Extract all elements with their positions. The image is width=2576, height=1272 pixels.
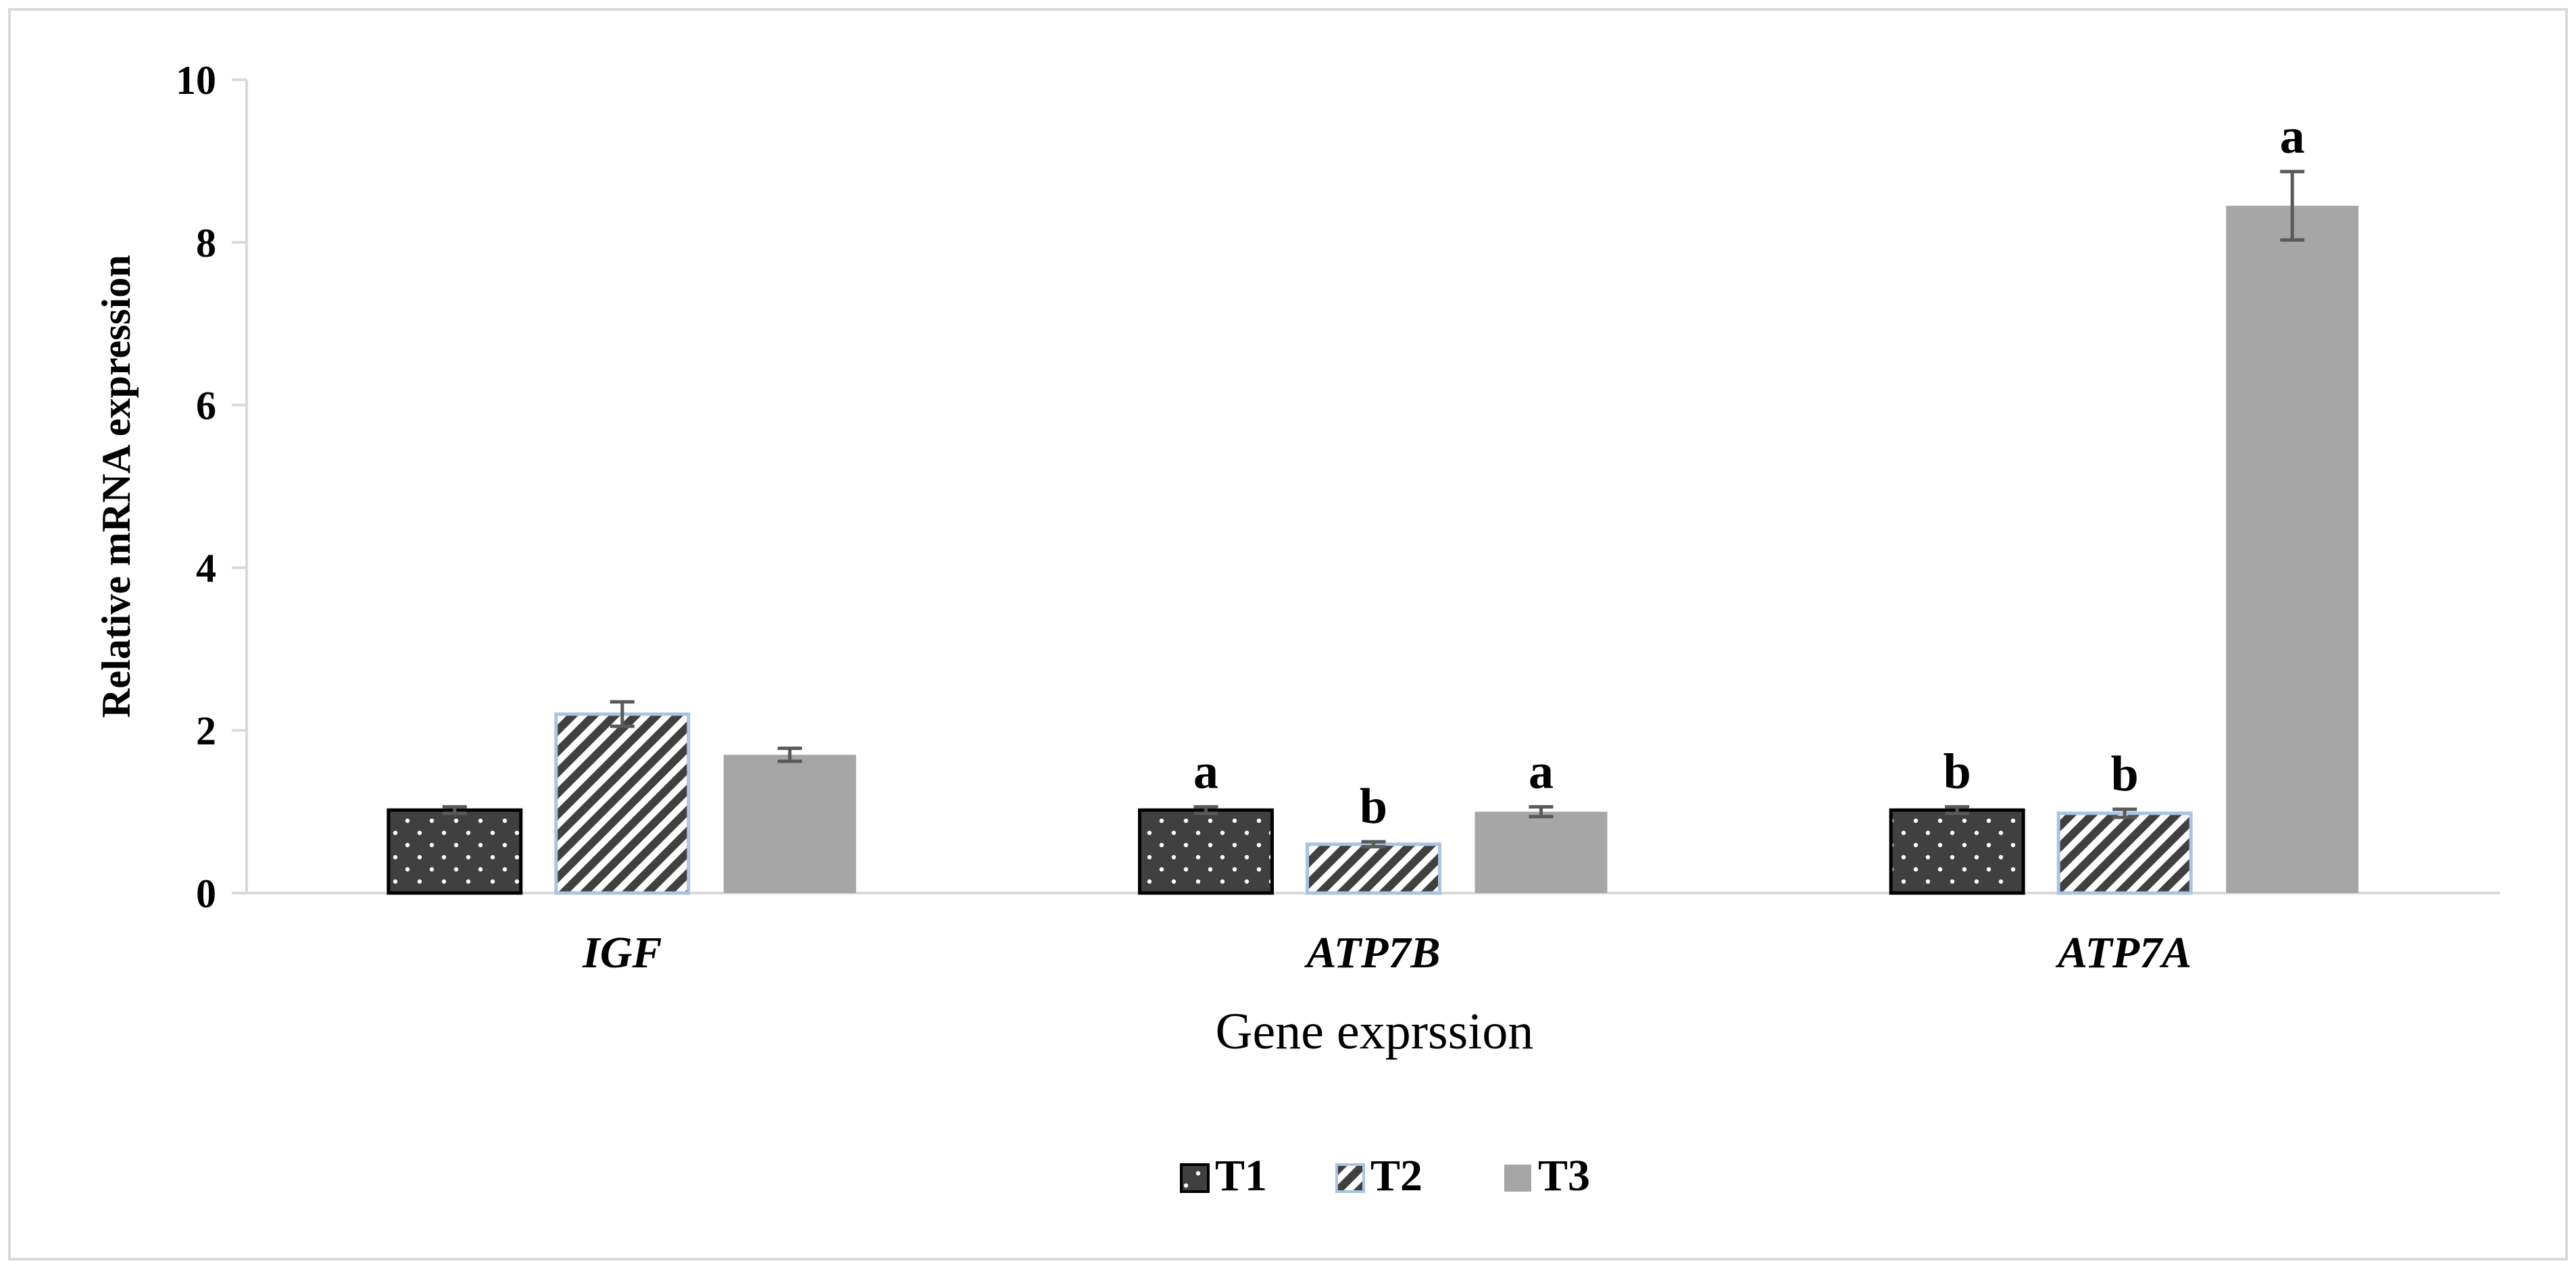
legend-label-t3: T3 xyxy=(1538,1151,1590,1200)
legend-label-t2: T2 xyxy=(1370,1151,1422,1200)
y-tick-label: 6 xyxy=(196,384,216,428)
legend-label-t1: T1 xyxy=(1215,1151,1267,1200)
significance-labels: a b a b b a xyxy=(1193,109,2305,834)
error-bar-t1-igf xyxy=(442,805,467,815)
legend-item-t2: T2 xyxy=(1335,1151,1422,1200)
category-label: ATP7B xyxy=(1304,928,1440,977)
bar-t3-atp7b xyxy=(1475,811,1608,893)
significance-label-t3-atp7b: a xyxy=(1529,744,1554,799)
error-bar-t2-atp7b xyxy=(1361,840,1386,848)
y-tick-label: 10 xyxy=(176,58,216,103)
category-labels: IGF ATP7B ATP7A xyxy=(582,928,2191,977)
legend-swatch-t1 xyxy=(1180,1163,1210,1193)
category-label: IGF xyxy=(582,928,662,977)
bar-t1-atp7a xyxy=(1889,808,2025,895)
legend-item-t1: T1 xyxy=(1180,1151,1267,1200)
significance-label-t1-atp7b: a xyxy=(1193,744,1218,799)
bar-t1-igf xyxy=(387,808,523,895)
y-tick-label: 4 xyxy=(196,546,216,590)
error-bar-t1-atp7a xyxy=(1945,805,1970,815)
significance-label-t2-atp7b: b xyxy=(1360,779,1387,834)
y-axis-title: Relative mRNA expression xyxy=(94,255,139,718)
x-axis-title: Gene exprssion xyxy=(1216,1003,1534,1060)
error-bar-t3-atp7a xyxy=(2280,170,2305,242)
bar-t2-igf xyxy=(554,712,691,895)
error-bars xyxy=(442,170,2305,848)
error-bar-t2-igf xyxy=(610,700,635,728)
bar-t2-atp7a xyxy=(2056,811,2193,895)
chart-frame xyxy=(8,8,2568,1261)
significance-label-t3-atp7a: a xyxy=(2280,109,2305,164)
error-bar-t1-atp7b xyxy=(1193,805,1218,815)
legend: T1 T2 T3 xyxy=(1180,1151,1590,1200)
error-bar-t3-igf xyxy=(777,746,802,763)
significance-label-t1-atp7a: b xyxy=(1943,744,1971,799)
error-bar-t3-atp7b xyxy=(1529,805,1554,819)
category-label: ATP7A xyxy=(2055,928,2191,977)
legend-item-t3: T3 xyxy=(1504,1151,1590,1200)
legend-swatch-t2 xyxy=(1335,1163,1365,1193)
bar-t3-igf xyxy=(723,755,856,893)
y-tick-label: 8 xyxy=(196,221,216,265)
error-bar-t2-atp7a xyxy=(2112,807,2137,819)
y-tick-label: 0 xyxy=(196,871,216,916)
bars xyxy=(387,205,2359,895)
legend-swatch-t3 xyxy=(1504,1165,1531,1192)
significance-label-t2-atp7a: b xyxy=(2111,746,2139,802)
bar-t3-atp7a xyxy=(2226,205,2359,893)
bar-t1-atp7b xyxy=(1138,808,1274,895)
y-tick-label: 2 xyxy=(196,709,216,753)
y-axis: 0 2 4 6 8 10 xyxy=(176,58,248,916)
bar-t2-atp7b xyxy=(1306,842,1441,895)
